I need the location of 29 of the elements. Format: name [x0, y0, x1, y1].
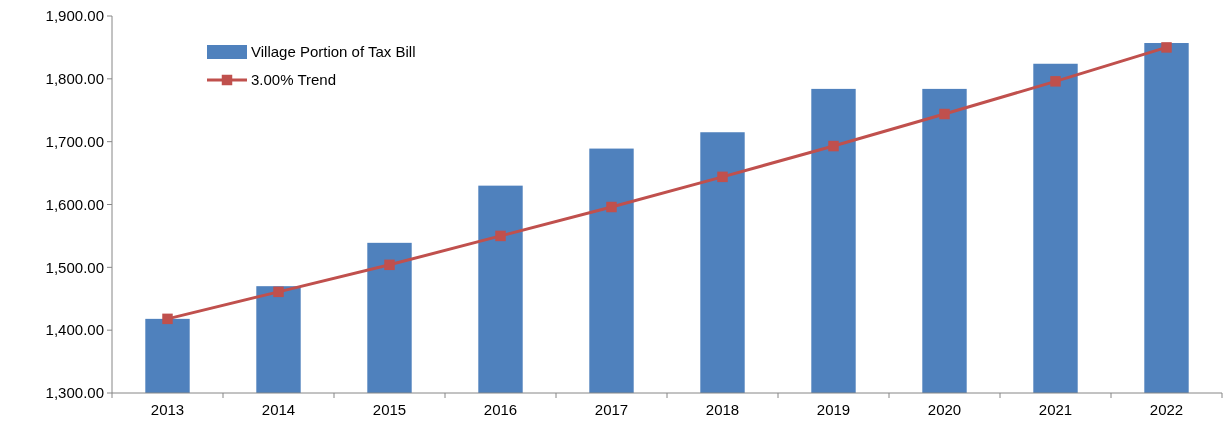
point: [495, 230, 506, 242]
y-tick-label: 1,700.00: [45, 132, 104, 150]
x-tick-label: 2013: [150, 401, 185, 418]
point: [717, 171, 728, 183]
x-tick-label: 2020: [927, 401, 962, 418]
x-tick-label: 2018: [705, 401, 740, 418]
y-tick-label: 1,300.00: [45, 384, 104, 402]
point: [606, 201, 617, 213]
y-tick-label: 1,500.00: [45, 258, 104, 276]
point: [273, 286, 284, 298]
x-tick-label: 2019: [816, 401, 851, 418]
point: [828, 140, 839, 152]
point: [162, 313, 173, 325]
y-tick-label: 1,400.00: [45, 321, 104, 339]
y-tick-label: 1,900.00: [45, 7, 104, 25]
point: [1161, 42, 1172, 53]
y-tick-label: 1,600.00: [45, 195, 104, 213]
point: [1050, 76, 1061, 87]
legend-label: Village Portion of Tax Bill: [251, 43, 416, 61]
x-tick-label: 2021: [1038, 401, 1073, 418]
x-tick-label: 2016: [483, 401, 518, 418]
x-tick-label: 2015: [372, 401, 407, 418]
point: [384, 259, 395, 271]
x-tick-label: 2014: [261, 401, 296, 418]
x-tick-label: 2022: [1149, 401, 1184, 418]
point: [939, 108, 950, 120]
y-tick-label: 1,800.00: [45, 70, 104, 88]
legend-label: 3.00% Trend: [251, 71, 337, 89]
x-tick-label: 2017: [594, 401, 629, 418]
